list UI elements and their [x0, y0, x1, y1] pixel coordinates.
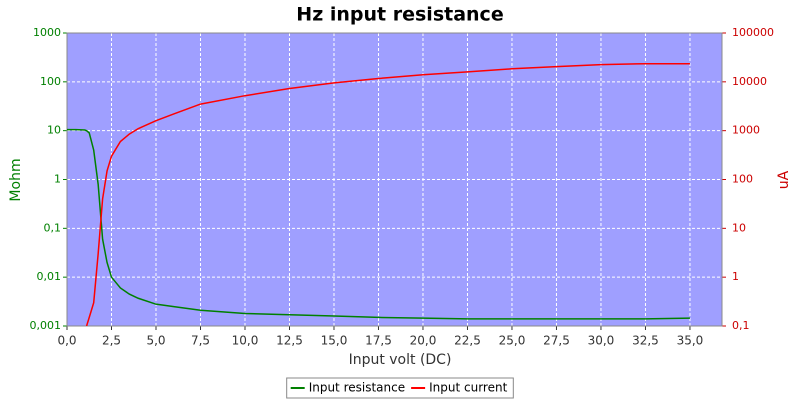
y-tick-label: 0,001: [30, 319, 62, 332]
y-tick-label: 10: [47, 124, 61, 137]
x-tick-label: 25,0: [499, 334, 526, 348]
y2-tick-label: 100: [732, 173, 753, 186]
y2-tick-label: 1: [732, 270, 739, 283]
x-tick-label: 20,0: [410, 334, 437, 348]
y-tick-label: 0,1: [44, 221, 62, 234]
legend: Input resistance Input current: [286, 377, 514, 399]
x-tick-label: 5,0: [146, 334, 165, 348]
y-tick-label: 1000: [33, 26, 61, 39]
plot-frame: [66, 32, 723, 327]
y2-tick-label: 10: [732, 221, 746, 234]
legend-label: Input current: [429, 381, 507, 395]
y2-tick-label: 100000: [732, 26, 774, 39]
series-line: [67, 128, 690, 320]
x-tick-label: 30,0: [588, 334, 615, 348]
y-axis-label: Mohm: [8, 158, 24, 201]
x-axis-label: Input volt (DC): [349, 352, 452, 368]
x-tick-label: 27,5: [543, 334, 570, 348]
legend-box: [286, 377, 514, 399]
y-tick-label: 100: [40, 75, 61, 88]
x-tick-label: 15,0: [321, 334, 348, 348]
y2-tick-label: 10000: [732, 75, 767, 88]
series-layer: [67, 62, 690, 326]
y2-tick-label: 0,1: [732, 319, 750, 332]
y-tick-label: 1: [54, 173, 61, 186]
x-tick-label: 35,0: [677, 334, 704, 348]
legend-label: Input resistance: [309, 381, 405, 395]
x-tick-label: 32,5: [632, 334, 659, 348]
x-tick-label: 10,0: [232, 334, 259, 348]
chart-title: Hz input resistance: [296, 4, 503, 26]
x-tick-label: 17,5: [365, 334, 392, 348]
x-tick-label: 12,5: [276, 334, 303, 348]
series-line: [85, 62, 690, 326]
x-tick-label: 2,5: [102, 334, 121, 348]
y-tick-label: 0,01: [37, 270, 62, 283]
y2-axis-label: uA: [776, 170, 792, 189]
x-tick-label: 22,5: [454, 334, 481, 348]
x-tick-label: 7,5: [191, 334, 210, 348]
x-tick-label: 0,0: [57, 334, 76, 348]
y2-tick-label: 1000: [732, 124, 760, 137]
